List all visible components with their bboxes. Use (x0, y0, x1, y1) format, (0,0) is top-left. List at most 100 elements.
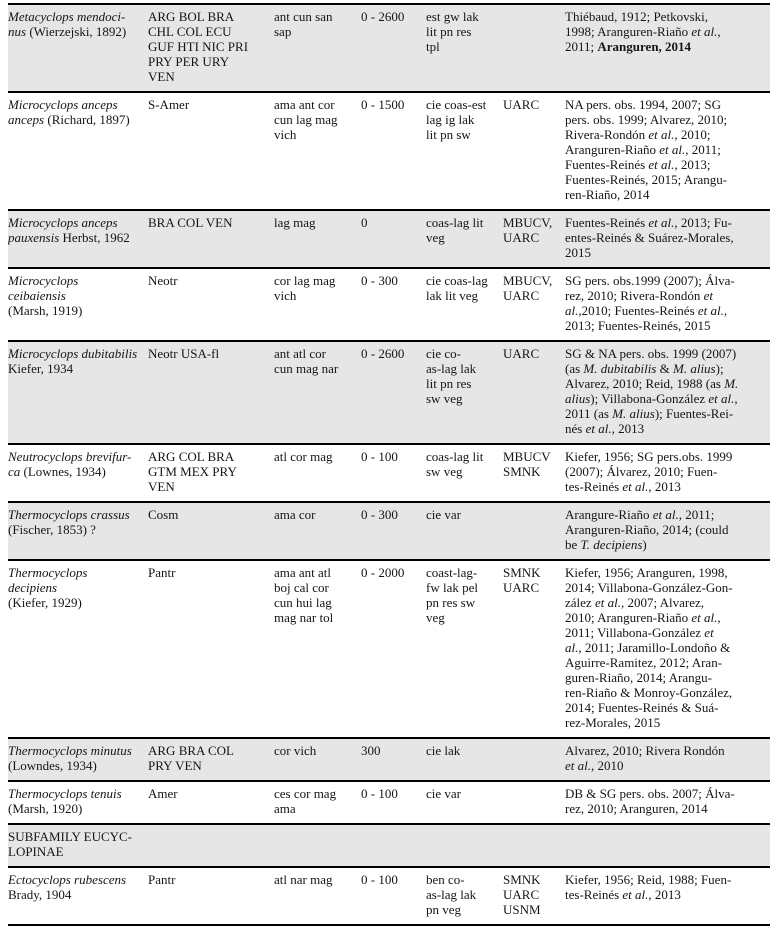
cell-references: Kiefer, 1956; SG pers.obs. 1999 (2007); … (565, 444, 770, 502)
italic-text: Thermocyclops decipiens (8, 565, 88, 595)
text: ); Villabona-González (590, 391, 709, 406)
text: , 2013 (611, 421, 645, 436)
cell-species: Microcyclops anceps anceps (Richard, 189… (8, 92, 148, 210)
text: SG & NA pers. obs. 1999 (2007) (as (565, 346, 737, 376)
cell-ecology: cie co- as-lag lak lit pn res sw veg (426, 346, 477, 406)
italic-text: M. alius (612, 406, 655, 421)
cell-habitat: ant cun san sap (274, 9, 333, 39)
cell-references: Thiébaud, 1912; Petkovski, 1998; Arangur… (565, 4, 770, 92)
cell-elevation: 0 (361, 215, 368, 230)
cell-collections: MBUCV, UARC (503, 215, 553, 245)
text: , 2007; Alvarez, 2010; Aranguren-Riaño (565, 595, 704, 625)
cell-references: Kiefer, 1956; Reid, 1988; Fuen- tes-Rein… (565, 867, 770, 925)
table-row: Microcyclops dubitabilis Kiefer, 1934 Neo… (8, 341, 770, 444)
italic-text: M. alius (673, 361, 716, 376)
text: (Wierzejski, 1892) (26, 24, 127, 39)
text: , 2011 (as (565, 391, 738, 421)
bold-text: Aranguren, 2014 (597, 39, 692, 54)
text: , 2011; Aranguren-Riaño, 2014; (could be (565, 507, 729, 552)
table-row: SUBFAMILY EUCYC- LOPINAE (8, 824, 770, 867)
cell-references (565, 824, 770, 867)
cell-habitat: ama cor (274, 507, 316, 522)
cell-species: Thermocyclops minutus (Lowndes, 1934) (8, 738, 148, 781)
cell-ecology: est gw lak lit pn res tpl (426, 9, 479, 54)
cell-distribution (148, 824, 274, 867)
cell-species: Microcyclops ceibaiensis (Marsh, 1919) (8, 268, 148, 341)
text: DB & SG pers. obs. 2007; Álva- rez, 2010… (565, 786, 735, 816)
cell-elevation: 300 (361, 743, 381, 758)
italic-text: Microcyclops anceps anceps (8, 97, 118, 127)
italic-text: Neutrocyclops brevifur- ca (8, 449, 132, 479)
italic-text: et al. (565, 288, 714, 318)
cell-ecology (426, 824, 503, 867)
text: ,2010; Fuentes-Reinés (578, 303, 698, 318)
cell-habitat: ama ant cor cun lag mag vich (274, 97, 338, 142)
text: ) (642, 537, 647, 552)
cell-distribution: ARG COL BRA GTM MEX PRY VEN (148, 449, 237, 494)
italic-text: et al. (648, 127, 675, 142)
text: & (656, 361, 673, 376)
cell-elevation: 0 - 1500 (361, 97, 405, 112)
cell-elevation: 0 - 2600 (361, 9, 405, 24)
table-row: Microcyclops anceps anceps (Richard, 189… (8, 92, 770, 210)
italic-text: Thermocyclops crassus (8, 507, 130, 522)
italic-text: et al. (594, 595, 621, 610)
italic-text: Ectocyclops rubescens (8, 872, 127, 887)
cell-ecology: coas-lag lit veg (426, 215, 484, 245)
italic-text: et al. (691, 24, 718, 39)
text: (Lowndes, 1934) (8, 758, 97, 773)
cell-collections (503, 502, 565, 560)
cell-species: Microcyclops dubitabilis Kiefer, 1934 (8, 341, 148, 444)
italic-text: et al. (697, 303, 724, 318)
cell-ecology: cie var (426, 507, 462, 522)
cell-collections (503, 824, 565, 867)
text: Brady, 1904 (8, 887, 72, 902)
cell-ecology: ben co- as-lag lak pn veg (426, 872, 477, 917)
cell-habitat: lag mag (274, 215, 316, 230)
cell-distribution: Neotr (148, 273, 178, 288)
italic-text: M. alius (565, 376, 739, 406)
cell-habitat: atl cor mag (274, 449, 333, 464)
cell-references: NA pers. obs. 1994, 2007; SG pers. obs. … (565, 92, 770, 210)
cell-elevation (361, 824, 426, 867)
cell-references: SG pers. obs.1999 (2007); Álva- rez, 201… (565, 268, 770, 341)
text: Kiefer, 1956; Aranguren, 1998, 2014; Vil… (565, 565, 733, 610)
cell-references: Arangure-Riaño et al., 2011; Aranguren-R… (565, 502, 770, 560)
italic-text: et al. (648, 215, 675, 230)
cell-elevation: 0 - 100 (361, 872, 398, 887)
cell-species: Neutrocyclops brevifur- ca (Lownes, 1934… (8, 444, 148, 502)
italic-text: Metacyclops mendoci- nus (8, 9, 126, 39)
italic-text: et al. (708, 391, 735, 406)
cell-references: DB & SG pers. obs. 2007; Álva- rez, 2010… (565, 781, 770, 824)
cell-collections (503, 4, 565, 92)
text: , 2010 (591, 758, 624, 773)
table-row: Thermocyclops decipiens (Kiefer, 1929) Pa… (8, 560, 770, 738)
italic-text: et al. (691, 610, 718, 625)
text: (Richard, 1897) (44, 112, 130, 127)
cell-elevation: 0 - 2000 (361, 565, 405, 580)
text: , 2011; Villabona-González (565, 610, 721, 640)
italic-text: Thermocyclops tenuis (8, 786, 122, 801)
cell-ecology: cie coas-lag lak lit veg (426, 273, 488, 303)
italic-text: et al. (659, 142, 686, 157)
text: Arangure-Riaño (565, 507, 653, 522)
italic-text: et al. (648, 157, 675, 172)
text: , 2013; Fu- entes-Reinés & Suárez-Morale… (565, 215, 734, 260)
cell-species: Thermocyclops tenuis (Marsh, 1920) (8, 781, 148, 824)
text: Thiébaud, 1912; Petkovski, 1998; Arangur… (565, 9, 708, 39)
cell-habitat: ces cor mag ama (274, 786, 337, 816)
text: Kiefer, 1956; SG pers.obs. 1999 (2007); … (565, 449, 733, 494)
cell-distribution: S-Amer (148, 97, 190, 112)
text: , 2013; Fuentes-Reinés, 2015 (565, 303, 728, 333)
cell-species: Microcyclops anceps pauxensis Herbst, 19… (8, 210, 148, 268)
cell-habitat (274, 824, 361, 867)
species-distribution-table: Metacyclops mendoci- nus (Wierzejski, 18… (8, 3, 770, 926)
cell-elevation: 0 - 300 (361, 507, 398, 522)
cell-elevation: 0 - 2600 (361, 346, 405, 361)
cell-distribution: BRA COL VEN (148, 215, 233, 230)
italic-text: Microcyclops anceps pauxensis (8, 215, 118, 245)
cell-distribution: Pantr (148, 872, 176, 887)
cell-species: SUBFAMILY EUCYC- LOPINAE (8, 824, 148, 867)
table-row: Thermocyclops minutus (Lowndes, 1934) ARG… (8, 738, 770, 781)
